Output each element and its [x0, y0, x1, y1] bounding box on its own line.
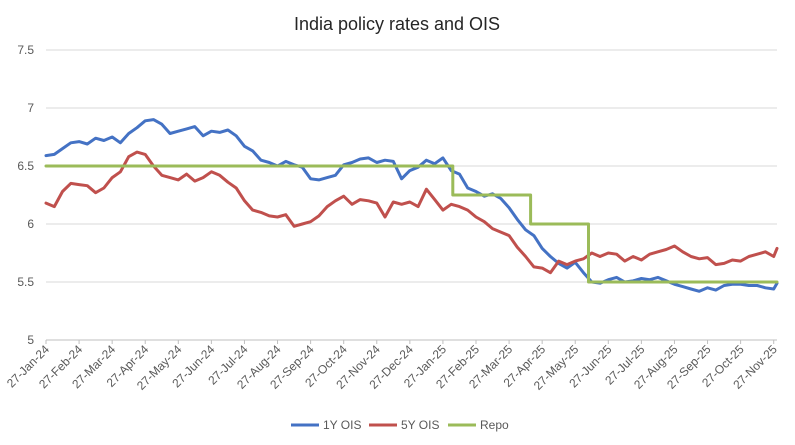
series-line-1y-ois — [44, 118, 779, 293]
series-line-repo — [44, 164, 779, 284]
legend-label: 5Y OIS — [401, 418, 439, 432]
y-tick-label: 6 — [27, 217, 34, 231]
chart-title: India policy rates and OIS — [294, 14, 500, 34]
legend: 1Y OIS 5Y OIS Repo — [291, 418, 509, 432]
series-line-5y-ois — [44, 150, 779, 275]
y-tick-label: 5.5 — [17, 275, 34, 289]
y-axis-ticks: 5 5.5 6 6.5 7 7.5 — [17, 43, 34, 347]
legend-label: 1Y OIS — [323, 418, 361, 432]
legend-label: Repo — [480, 418, 509, 432]
gridlines — [46, 49, 777, 341]
y-tick-label: 6.5 — [17, 159, 34, 173]
series-lines — [44, 118, 779, 293]
y-tick-label: 7.5 — [17, 43, 34, 57]
x-axis: 27-Jan-2427-Feb-2427-Mar-2427-Apr-2427-M… — [4, 339, 780, 393]
y-tick-label: 5 — [27, 333, 34, 347]
y-tick-label: 7 — [27, 101, 34, 115]
